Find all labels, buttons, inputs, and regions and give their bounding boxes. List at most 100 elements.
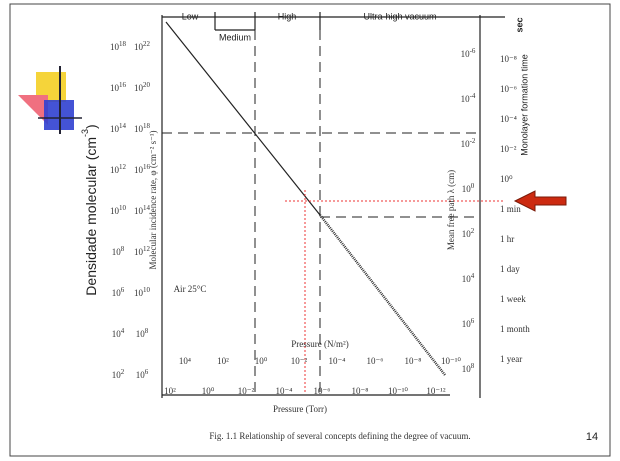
density-tick-label: 106 xyxy=(112,286,125,298)
region-label: Low xyxy=(182,11,199,21)
tick-base: 10 xyxy=(110,124,120,134)
tick-exponent: 6 xyxy=(471,317,475,325)
tick-exponent: 2 xyxy=(121,368,125,376)
rate-tick-label: 1018 xyxy=(134,122,151,134)
rate-tick-label: 1020 xyxy=(134,81,151,93)
tick-exponent: 8 xyxy=(121,245,125,253)
pressure-torr-tick: 10⁻⁸ xyxy=(352,386,369,396)
pressure-torr-title: Pressure (Torr) xyxy=(273,404,327,414)
time-title: Monolayer formation time xyxy=(519,54,529,156)
tick-base: 10 xyxy=(462,319,472,329)
rate-tick-label: 1016 xyxy=(134,163,151,175)
tick-exponent: 4 xyxy=(471,272,475,280)
density-tick-label: 108 xyxy=(112,245,125,257)
region-label: High xyxy=(278,11,297,21)
tick-base: 10 xyxy=(461,139,471,149)
tick-base: 10 xyxy=(462,274,472,284)
time-tick-label: 10⁻⁶ xyxy=(500,84,517,94)
tick-base: 10 xyxy=(134,124,144,134)
region-label: Medium xyxy=(219,32,251,42)
path-tick-label: 10-6 xyxy=(461,47,476,59)
path-tick-label: 10-4 xyxy=(461,92,476,104)
path-tick-label: 100 xyxy=(462,182,475,194)
tick-exponent: 0 xyxy=(471,182,475,190)
time-tick-label: 10⁻⁸ xyxy=(500,54,517,64)
tick-exponent: -2 xyxy=(470,137,476,145)
tick-exponent: 10 xyxy=(143,286,151,294)
pressure-nm-tick: 10⁴ xyxy=(179,356,191,366)
tick-exponent: 20 xyxy=(143,81,151,89)
page-number: 14 xyxy=(586,431,598,443)
density-tick-label: 102 xyxy=(112,368,125,380)
tick-base: 10 xyxy=(110,165,120,175)
time-tick-label: 1 month xyxy=(500,324,530,334)
pressure-torr-tick: 10² xyxy=(164,386,176,396)
tick-exponent: -4 xyxy=(470,92,476,100)
rate-tick-label: 1022 xyxy=(134,40,151,52)
rate-tick-label: 108 xyxy=(136,327,149,339)
time-tick-label: 10⁻⁴ xyxy=(500,114,517,124)
tick-exponent: 10 xyxy=(119,204,127,212)
figure-lines xyxy=(161,12,505,398)
slide-frame xyxy=(9,3,611,457)
pressure-torr-tick: 10⁻¹² xyxy=(426,386,445,396)
path-tick-label: 106 xyxy=(462,317,475,329)
density-tick-label: 1016 xyxy=(110,81,127,93)
pressure-nm-tick: 10² xyxy=(217,356,229,366)
pressure-nm-tick: 10⁻⁸ xyxy=(405,356,422,366)
density-tick-label: 1014 xyxy=(110,122,127,134)
path-tick-label: 10-2 xyxy=(461,137,476,149)
tick-exponent: 6 xyxy=(121,286,125,294)
rate-tick-label: 1014 xyxy=(134,204,151,216)
pressure-torr-tick: 10⁻⁶ xyxy=(314,386,331,396)
tick-exponent: 22 xyxy=(143,40,151,48)
density-tick-label: 1010 xyxy=(110,204,127,216)
tick-exponent: 12 xyxy=(119,163,127,171)
pressure-nm-tick: 10⁻² xyxy=(291,356,308,366)
density-tick-label: 1012 xyxy=(110,163,127,175)
pressure-torr-tick: 10⁰ xyxy=(202,386,215,396)
pressure-nm-tick: 10⁻⁶ xyxy=(367,356,384,366)
time-tick-label: 10⁻² xyxy=(500,144,517,154)
tick-exponent: 6 xyxy=(145,368,149,376)
tick-exponent: 12 xyxy=(143,245,151,253)
tick-base: 10 xyxy=(134,288,144,298)
side-label: Densidade molecular (cm-3) xyxy=(80,124,98,295)
tick-base: 10 xyxy=(112,329,122,339)
pressure-nm-tick: 10⁰ xyxy=(255,356,268,366)
tick-exponent: 4 xyxy=(121,327,125,335)
tick-exponent: -6 xyxy=(470,47,476,55)
time-tick-label: 1 day xyxy=(500,264,520,274)
rate-tick-label: 1010 xyxy=(134,286,151,298)
caption: Fig. 1.1 Relationship of several concept… xyxy=(209,431,470,441)
pressure-nm-tick: 10⁻¹⁰ xyxy=(441,356,461,366)
tick-exponent: 8 xyxy=(145,327,149,335)
tick-base: 10 xyxy=(461,94,471,104)
pressure-nm-title: Pressure (N/m²) xyxy=(291,339,348,349)
region-label: Ultra-high vacuum xyxy=(363,11,436,21)
density-tick-label: 104 xyxy=(112,327,125,339)
tick-exponent: 16 xyxy=(143,163,151,171)
pressure-torr-tick: 10⁻¹⁰ xyxy=(388,386,408,396)
tick-base: 10 xyxy=(134,42,144,52)
time-tick-label: 1 year xyxy=(500,354,522,364)
time-tick-label: 1 week xyxy=(500,294,526,304)
tick-exponent: 8 xyxy=(471,362,475,370)
path-title: Mean free path λ (cm) xyxy=(446,170,456,250)
tick-base: 10 xyxy=(110,206,120,216)
tick-base: 10 xyxy=(110,42,120,52)
tick-exponent: 2 xyxy=(471,227,475,235)
tick-exponent: 16 xyxy=(119,81,127,89)
rate-tick-label: 1012 xyxy=(134,245,151,257)
path-tick-label: 104 xyxy=(462,272,475,284)
pressure-torr-tick: 10⁻⁴ xyxy=(276,386,293,396)
tick-base: 10 xyxy=(112,247,122,257)
tick-base: 10 xyxy=(134,83,144,93)
rate-title: Molecular incidence rate, φ (cm⁻² s⁻¹) xyxy=(148,130,158,269)
pressure-torr-tick: 10⁻² xyxy=(238,386,255,396)
decoration xyxy=(18,66,82,134)
tick-base: 10 xyxy=(134,165,144,175)
time-tick-label: 1 min xyxy=(500,204,521,214)
highlight-arrow xyxy=(513,190,567,212)
